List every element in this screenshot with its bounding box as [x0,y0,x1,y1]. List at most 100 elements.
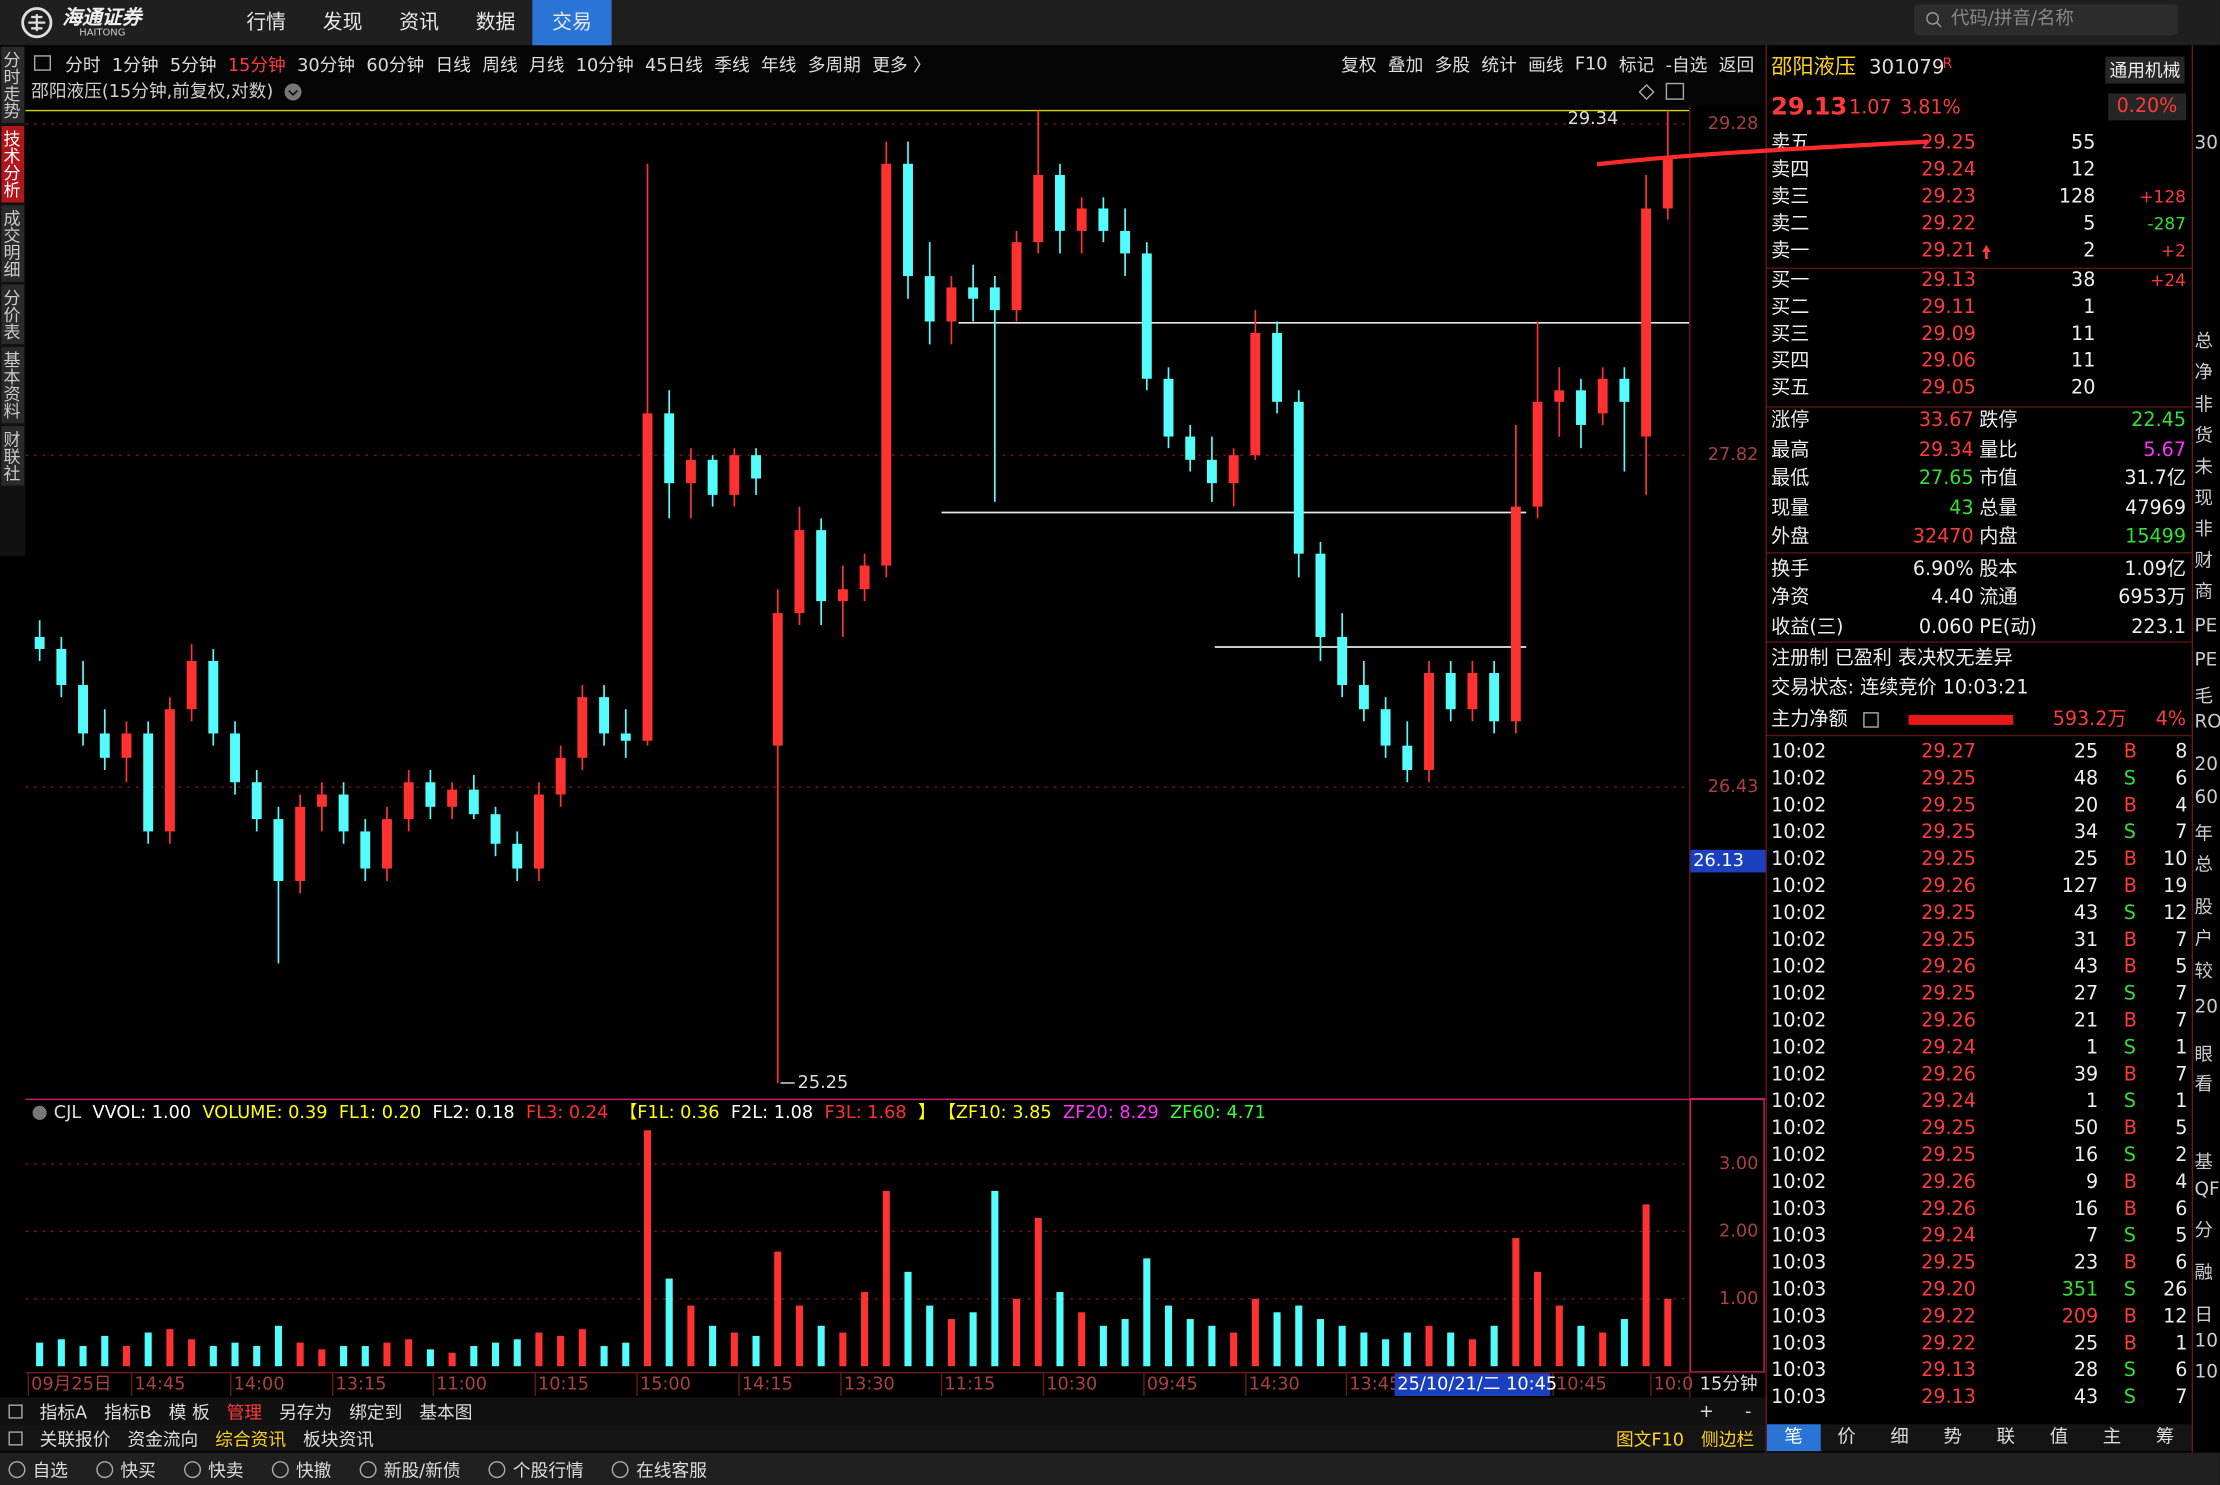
panel-tab[interactable]: 笔 [1766,1424,1821,1452]
panel-tab[interactable]: 筹 [2155,1427,2175,1449]
panel-tab[interactable]: 主 [2102,1427,2122,1449]
side-tab[interactable]: 财联社 [1,426,25,486]
panel-tab[interactable]: 细 [1890,1427,1909,1449]
status-label: 自选 [32,1459,68,1481]
period-button[interactable]: 60分钟 [366,53,425,75]
x-tick-label: 09:45 [1147,1375,1198,1395]
period-button[interactable]: 多周期 [807,53,861,75]
stat-label: 量比 [1979,438,2018,461]
trade-price: 29.13 [1921,1359,1976,1382]
info-right-button[interactable]: 侧边栏 [1701,1428,1755,1450]
panel-tab[interactable]: 价 [1837,1427,1856,1449]
clipped-text: 货 [2194,426,2213,448]
clipped-text: 分 [2194,1220,2213,1242]
period-button[interactable]: 1分钟 [111,53,159,75]
indicator-button[interactable]: 管理 [226,1401,263,1423]
indicator-button[interactable]: 基本图 [419,1401,473,1423]
indicator-button[interactable]: 指标A [39,1401,88,1423]
candle-body [751,455,761,479]
zoom-button[interactable]: - [1744,1400,1752,1422]
x-tick-label: 10:0 [1654,1375,1694,1395]
chart-icon[interactable] [1638,83,1655,101]
period-button[interactable]: 10分钟 [575,53,634,75]
indicator-button[interactable]: 指标B [104,1401,152,1423]
book-price: 29.23 [1921,185,1976,209]
status-button[interactable]: 自选 [8,1455,68,1482]
tool-button[interactable]: 复权 [1341,53,1377,75]
side-tabs: 分时走势 技术分析 成交明细 分价表 基本资料 财联社 [0,46,26,557]
book-label: 卖五 [1771,131,1810,155]
stat-label: 外盘 [1771,525,1810,548]
y-tick-label: 3.00 [1719,1154,1758,1174]
indicator-button[interactable]: 模 板 [168,1401,210,1423]
status-button[interactable]: 在线客服 [612,1455,707,1482]
tool-button[interactable]: 标记 [1618,53,1655,75]
period-button[interactable]: 年线 [761,53,797,75]
stat-value: 1.09亿 [2124,557,2186,580]
period-button[interactable]: 分时 [65,53,101,75]
info-tab[interactable]: 板块资讯 [303,1428,374,1450]
trade-side: B [2123,1009,2137,1033]
trade-volume: 48 [2073,767,2099,791]
side-tab[interactable]: 成交明细 [1,205,25,282]
period-button[interactable]: 日线 [435,53,471,75]
period-button[interactable]: 月线 [529,53,565,75]
panel-tab[interactable]: 值 [2049,1427,2069,1449]
info-tab[interactable]: 资金流向 [127,1428,199,1450]
period-button[interactable]: 45日线 [645,53,703,75]
tool-button[interactable]: F10 [1574,51,1608,73]
search-box[interactable]: 代码/拼音/名称 [1914,4,2178,36]
info-tab[interactable]: 综合资讯 [215,1428,287,1450]
tool-button[interactable]: 叠加 [1387,53,1424,75]
period-button[interactable]: 30分钟 [297,53,355,75]
tool-button[interactable]: 画线 [1528,53,1564,75]
book-volume: 1 [2083,295,2096,319]
status-button[interactable]: 快撤 [271,1455,331,1482]
status-button[interactable]: 个股行情 [488,1455,584,1482]
status-button[interactable]: 快买 [96,1455,156,1482]
chart-icon[interactable] [1665,82,1685,100]
indicator-button[interactable]: 绑定到 [349,1401,403,1423]
tool-button[interactable]: -自选 [1665,53,1708,75]
menu-item[interactable]: 发现 [322,11,363,34]
trade-side: S [2123,767,2136,791]
period-button[interactable]: 5分钟 [169,53,217,75]
volume-bar [1403,1332,1411,1367]
clipped-text: 日 [2194,1305,2213,1327]
book-price: 29.21 [1921,239,1976,262]
side-tab[interactable]: 技术分析 [1,126,25,203]
tool-button[interactable]: 统计 [1481,53,1517,75]
tool-button[interactable]: 返回 [1718,53,1755,75]
side-tab[interactable]: 分时走势 [1,46,25,124]
panel-tab[interactable]: 势 [1943,1427,1962,1449]
layout-icon[interactable] [33,54,51,71]
period-button[interactable]: 15分钟 [227,53,286,75]
menu-item[interactable]: 交易 [532,0,612,46]
side-tab[interactable]: 分价表 [1,284,25,345]
status-button[interactable]: 新股/新债 [359,1455,461,1482]
period-button[interactable]: 更多 〉 [872,53,931,75]
side-tab[interactable]: 基本资料 [1,346,25,424]
period-button[interactable]: 周线 [482,53,518,75]
tool-button[interactable]: 多股 [1434,53,1471,75]
title-dropdown[interactable] [284,83,302,101]
zoom-button[interactable]: + [1698,1400,1714,1422]
menu-item[interactable]: 数据 [475,11,516,34]
panel-tab[interactable]: 联 [1996,1427,2016,1449]
candle-body [1619,378,1630,402]
status-button[interactable]: 快卖 [184,1455,244,1482]
candle-body [577,697,588,758]
period-button[interactable]: 季线 [714,53,750,75]
indicator-button[interactable]: 另存为 [279,1401,333,1423]
flow-pct: 4% [2155,707,2186,731]
candle-body [946,287,957,322]
menu-item[interactable]: 资讯 [399,11,439,34]
x-tick-label: 13:45 [1349,1375,1400,1395]
menu-item[interactable]: 行情 [246,11,286,34]
candle-body [816,530,827,602]
info-right-button[interactable]: 图文F10 [1615,1428,1685,1450]
clipped-text: 户 [2194,928,2213,951]
volume-bar [296,1342,304,1367]
trade-time: 10:02 [1771,1117,1827,1140]
info-tab[interactable]: 关联报价 [39,1428,111,1450]
